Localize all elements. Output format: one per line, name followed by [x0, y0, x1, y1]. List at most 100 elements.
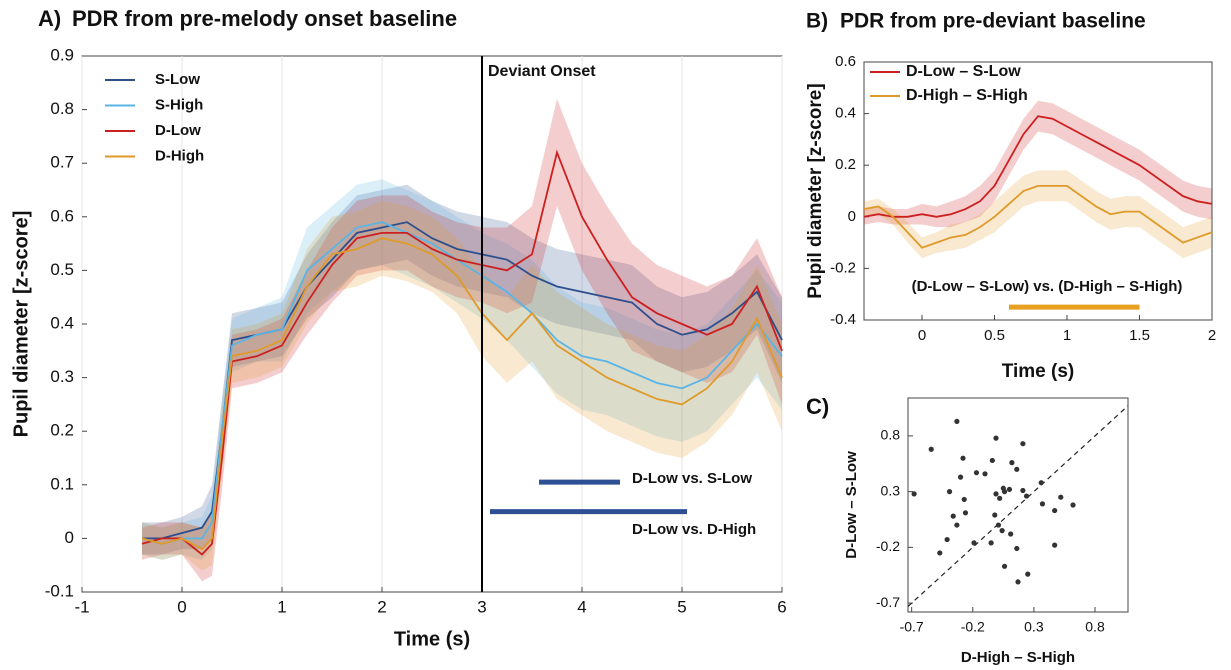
scatter-point — [982, 471, 988, 477]
scatter-point — [962, 510, 969, 516]
series-line — [863, 184, 1213, 249]
x-tick-label: 2 — [377, 597, 386, 616]
series-line — [141, 221, 783, 545]
scatter-point — [993, 491, 999, 497]
significance-label: D-Low vs. S-Low — [632, 470, 752, 487]
x-tick-label: 4 — [577, 597, 586, 616]
scatter-point — [1014, 545, 1020, 552]
y-axis-label: D-Low – S-Low — [843, 451, 860, 559]
panel-label: A) — [38, 6, 61, 31]
scatter-point — [1039, 501, 1046, 507]
scatter-point — [988, 540, 994, 546]
x-tick-label: 0 — [177, 597, 186, 616]
x-tick-label: -0.2 — [961, 619, 985, 635]
y-tick-label: 0.7 — [50, 153, 74, 172]
chart-title: PDR from pre-deviant baseline — [840, 10, 1146, 33]
error-band — [142, 184, 782, 555]
y-tick-label: 0.4 — [50, 313, 74, 332]
scatter-point — [946, 489, 953, 495]
y-tick-label: -0.7 — [876, 594, 900, 610]
x-tick-label: 1 — [277, 597, 286, 616]
y-tick-label: -0.1 — [45, 581, 74, 600]
error-band — [864, 170, 1212, 259]
plot-frame — [81, 55, 783, 593]
x-tick-label: -0.7 — [900, 619, 924, 635]
y-tick-label: 0.3 — [50, 367, 74, 386]
series-line — [141, 149, 783, 556]
scatter-point — [1052, 507, 1058, 514]
scatter-point — [960, 455, 966, 461]
series-line — [863, 115, 1213, 218]
significance-label: D-Low vs. D-High — [632, 521, 756, 538]
x-tick-label: 3 — [477, 597, 486, 616]
x-tick-label: 0.3 — [1024, 619, 1044, 635]
scatter-point — [937, 550, 943, 556]
y-tick-label: 0.8 — [50, 99, 74, 118]
y-tick-label: 0 — [848, 208, 856, 225]
y-axis-label: Pupil diameter [z-score] — [805, 83, 826, 298]
scatter-point — [1052, 542, 1058, 548]
scatter-point — [992, 512, 998, 518]
scatter-point — [1008, 531, 1014, 537]
y-tick-label: 0.9 — [50, 45, 74, 64]
scatter-point — [995, 522, 1002, 528]
chart-title: PDR from pre-melody onset baseline — [72, 6, 457, 31]
x-tick-label: 5 — [677, 597, 686, 616]
y-tick-label: 0 — [65, 528, 74, 547]
scatter-point — [989, 457, 995, 464]
y-tick-label: 0.5 — [50, 260, 74, 279]
legend-label: D-Low – S-Low — [906, 63, 1021, 80]
x-tick-label: 1.5 — [1129, 327, 1150, 344]
scatter-point — [928, 446, 934, 452]
scatter-point — [950, 513, 956, 519]
y-tick-label: 0.8 — [881, 427, 901, 443]
scatter-point — [911, 491, 917, 497]
y-tick-label: 0.2 — [835, 156, 856, 173]
scatter-point — [1001, 563, 1008, 569]
scatter-point — [993, 435, 999, 441]
y-axis-label: Pupil diameter [z-score] — [10, 211, 32, 438]
x-tick-label: 1 — [1063, 327, 1071, 344]
scatter-point — [971, 540, 977, 546]
scatter-point — [954, 522, 960, 528]
scatter-point — [1070, 502, 1076, 508]
scatter-point — [961, 496, 967, 503]
error-band — [864, 100, 1212, 228]
scatter-point — [1014, 466, 1020, 472]
y-tick-label: 0.2 — [50, 421, 74, 440]
y-tick-label: 0.3 — [881, 482, 901, 498]
x-axis-label: Time (s) — [394, 628, 470, 650]
scatter-point — [1023, 493, 1030, 499]
panel-label: B) — [806, 10, 828, 33]
series-line — [141, 237, 783, 551]
x-tick-label: 0.8 — [1085, 619, 1105, 635]
scatter-point — [1015, 579, 1021, 585]
y-tick-label: 0.4 — [835, 105, 856, 122]
scatter-point — [1058, 494, 1064, 500]
scatter-point — [1009, 460, 1015, 466]
legend-label: D-Low — [155, 122, 201, 139]
onset-label: Deviant Onset — [488, 63, 596, 80]
x-tick-label: -1 — [74, 597, 89, 616]
y-tick-label: 0.6 — [50, 206, 74, 225]
y-tick-label: 0.6 — [835, 53, 856, 70]
scatter-point — [1020, 441, 1026, 447]
legend-label: S-Low — [155, 71, 200, 88]
panel-label: C) — [806, 394, 829, 419]
scatter-point — [973, 470, 980, 476]
error-band — [142, 200, 782, 571]
x-tick-label: 2 — [1208, 327, 1216, 344]
error-band — [142, 179, 782, 560]
x-tick-label: 0.5 — [984, 327, 1005, 344]
legend-label: D-High – S-High — [906, 87, 1028, 104]
scatter-point — [1001, 489, 1008, 495]
scatter-point — [957, 474, 964, 480]
scatter-point — [997, 495, 1003, 501]
scatter-point — [1006, 486, 1013, 492]
legend-label: S-High — [155, 96, 203, 113]
legend-label: D-High — [155, 147, 204, 164]
identity-line — [907, 405, 1129, 607]
y-tick-label: -0.4 — [830, 311, 856, 328]
